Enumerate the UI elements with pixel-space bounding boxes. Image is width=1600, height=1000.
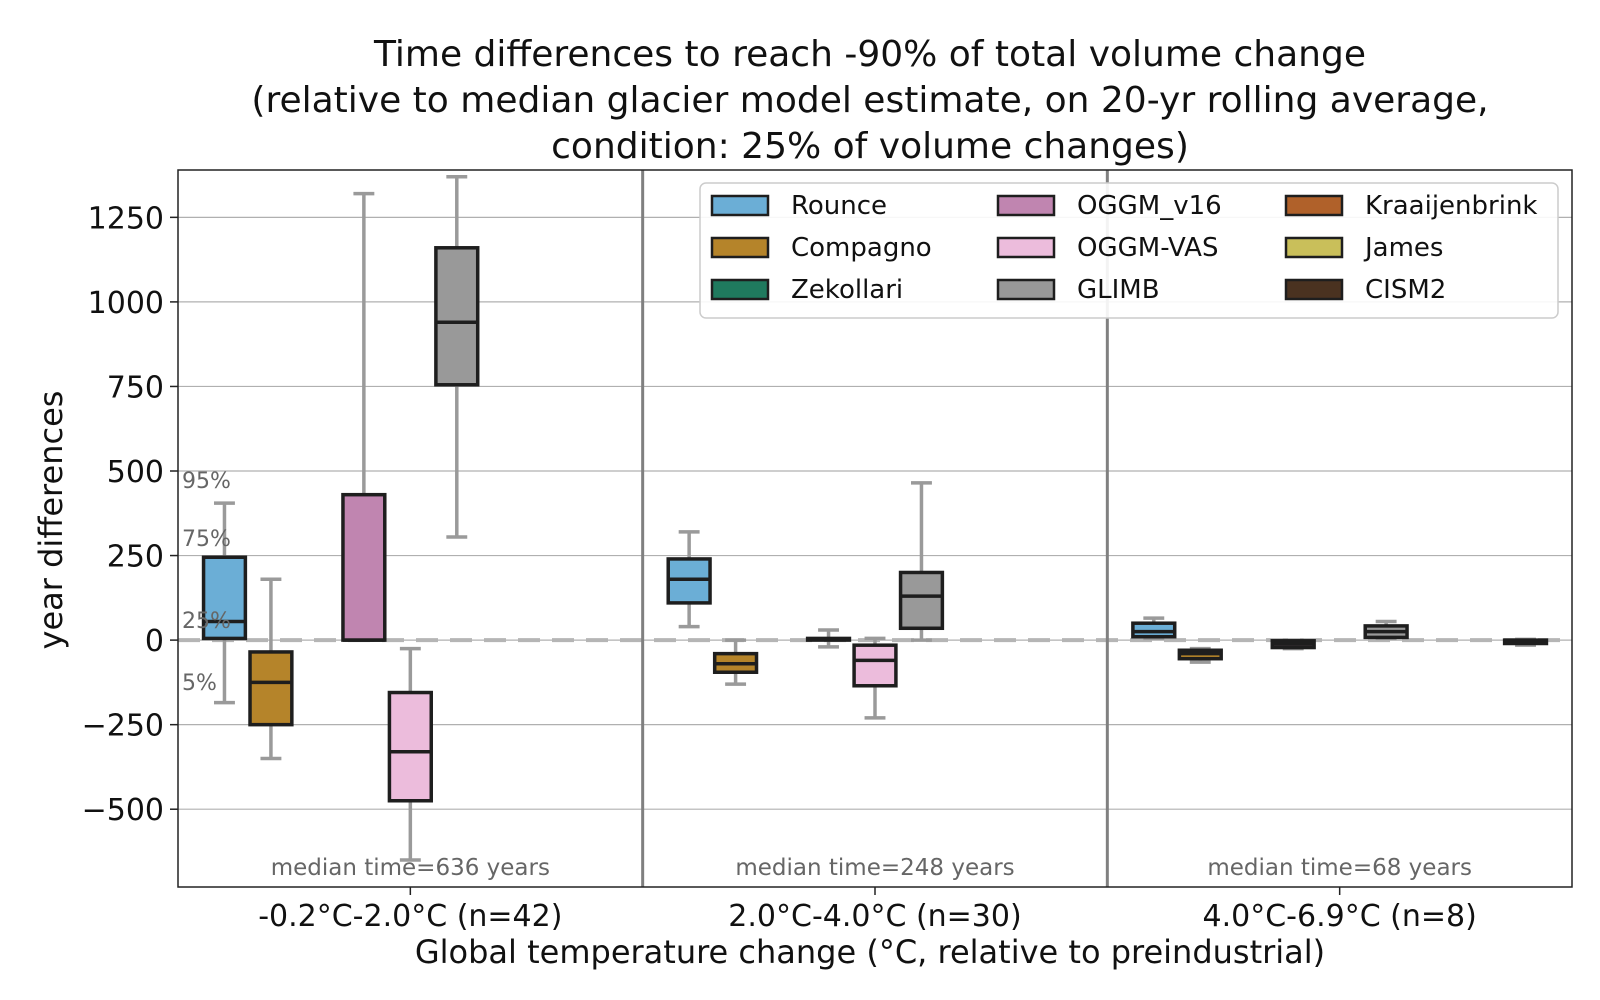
x-tick-label: 4.0°C-6.9°C (n=8) — [1203, 899, 1477, 934]
legend-label: James — [1363, 233, 1443, 263]
y-tick-label: 750 — [107, 370, 164, 405]
box-cism2 — [1502, 637, 1549, 647]
box-oggm_v16 — [1270, 638, 1316, 651]
box-rect — [852, 643, 898, 688]
y-axis-label: year differences — [32, 391, 70, 650]
legend-item: James — [1284, 233, 1443, 263]
box-oggm_v16 — [341, 191, 387, 642]
box-rounce — [666, 530, 712, 629]
box-compagno — [1177, 646, 1223, 664]
x-axis-label: Global temperature change (°C, relative … — [415, 933, 1325, 971]
legend-item: OGGM_v16 — [996, 191, 1222, 221]
plot-frame — [177, 169, 1573, 888]
legend-label: Compagno — [791, 233, 932, 263]
legend-label: OGGM_v16 — [1077, 191, 1222, 221]
legend-item: OGGM-VAS — [996, 233, 1218, 263]
legend-item: Compagno — [710, 233, 932, 263]
y-tick-label: 250 — [107, 540, 164, 575]
legend-swatch — [996, 236, 1056, 259]
box-glimb — [434, 175, 480, 539]
box-rect — [248, 650, 294, 727]
legend: Rounce Compagno Zekollari OGGM_v16 OGGM-VAS G… — [699, 182, 1559, 319]
chart-title-line: condition: 25% of volume changes) — [551, 126, 1189, 167]
y-tick-label: 1250 — [88, 201, 164, 236]
x-tick-label: -0.2°C-2.0°C (n=42) — [258, 899, 562, 934]
box-compagno — [712, 638, 759, 686]
y-tick-label: 1000 — [88, 286, 164, 321]
x-axis-categories: -0.2°C-2.0°C (n=42) 2.0°C-4.0°C (n=30) 4.0… — [258, 887, 1477, 934]
legend-swatch — [996, 278, 1056, 301]
legend-swatch — [710, 194, 770, 217]
median-time-note: median time=68 years — [1207, 855, 1472, 881]
box-rect — [341, 492, 387, 642]
x-tick-label: 2.0°C-4.0°C (n=30) — [728, 899, 1021, 934]
box-oggm-vas — [387, 646, 433, 862]
median-time-notes: median time=636 years median time=248 yea… — [271, 855, 1472, 881]
y-tick-label: 500 — [107, 455, 164, 490]
legend-item: GLIMB — [996, 275, 1160, 305]
legend-box — [699, 182, 1559, 319]
box-rect — [434, 246, 480, 387]
legend-label: Kraaijenbrink — [1365, 191, 1537, 221]
box-series — [201, 175, 1549, 862]
legend-item: Kraaijenbrink — [1284, 191, 1537, 221]
legend-label: Zekollari — [791, 275, 903, 305]
legend-swatch — [710, 236, 770, 259]
legend-label: Rounce — [791, 191, 887, 221]
legend-item: Rounce — [710, 191, 887, 221]
y-tick-label: 0 — [145, 624, 164, 659]
box-oggm_v16 — [805, 628, 852, 649]
chart-title: Time differences to reach -90% of total … — [251, 34, 1488, 167]
box-rect — [201, 555, 248, 641]
box-rect — [898, 570, 945, 631]
y-tick-label: −500 — [82, 793, 164, 828]
box-compagno — [248, 577, 294, 761]
legend-swatch — [996, 194, 1056, 217]
legend-swatch — [1284, 236, 1344, 259]
median-time-note: median time=248 years — [735, 855, 1014, 881]
legend-label: GLIMB — [1077, 275, 1160, 305]
legend-item: Zekollari — [710, 275, 903, 305]
median-time-note: median time=636 years — [271, 855, 550, 881]
chart-title-line: Time differences to reach -90% of total … — [373, 34, 1366, 75]
box-glimb — [1363, 619, 1409, 641]
percentile-label: 5% — [182, 671, 217, 696]
chart-title-line: (relative to median glacier model estima… — [251, 80, 1488, 121]
percentile-label: 75% — [182, 527, 231, 552]
legend-label: CISM2 — [1365, 275, 1446, 305]
legend-swatch — [1284, 278, 1344, 301]
percentile-label: 25% — [182, 609, 231, 634]
legend-swatch — [1284, 194, 1344, 217]
legend-swatch — [710, 278, 770, 301]
box-rounce — [1131, 616, 1177, 641]
percentile-labels: 95% 75% 25% 5% — [182, 469, 231, 696]
box-oggm-vas — [852, 636, 898, 720]
y-tick-label: −250 — [82, 709, 164, 744]
box-rect — [387, 690, 433, 803]
legend-label: OGGM-VAS — [1077, 233, 1218, 263]
box-glimb — [898, 481, 945, 642]
y-axis-ticks: −500 −250 0 250 500 750 1000 1250 — [82, 201, 178, 828]
box-rounce — [201, 501, 248, 705]
legend-item: CISM2 — [1284, 275, 1446, 305]
percentile-label: 95% — [182, 469, 231, 494]
